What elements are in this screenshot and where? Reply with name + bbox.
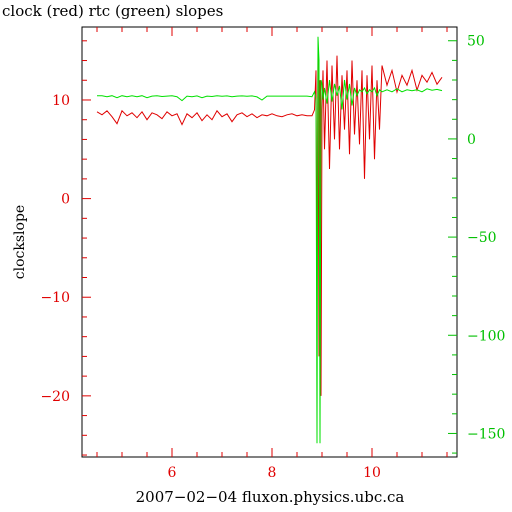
y-left-tick-label: −10	[40, 290, 70, 306]
series-line-rtc	[97, 36, 443, 444]
series-lines	[96, 36, 443, 444]
y-right-tick-label: −150	[467, 426, 505, 442]
y-left-tick-label: 10	[52, 93, 70, 109]
y-left-tick-label: 0	[61, 192, 70, 208]
chart-title: clock (red) rtc (green) slopes	[2, 2, 223, 20]
y-right-tick-label: −50	[467, 230, 497, 246]
y-left-tick-label: −20	[40, 389, 70, 405]
y-axis-label: clockslope	[12, 205, 28, 279]
y-right-tick-label: 50	[467, 34, 485, 50]
y-right-tick-label: 0	[467, 132, 476, 148]
axis-ticks: 6 8 10 10 0 −10 −20 50 0 −50 −100 −150	[40, 27, 505, 481]
plot-frame	[81, 26, 458, 458]
x-tick-label: 10	[363, 465, 381, 481]
series-line-clock	[96, 50, 443, 396]
y-right-tick-label: −100	[467, 328, 505, 344]
x-tick-label: 8	[268, 465, 277, 481]
x-axis-label: 2007−02−04 fluxon.physics.ubc.ca	[136, 488, 405, 506]
x-tick-label: 6	[168, 465, 177, 481]
